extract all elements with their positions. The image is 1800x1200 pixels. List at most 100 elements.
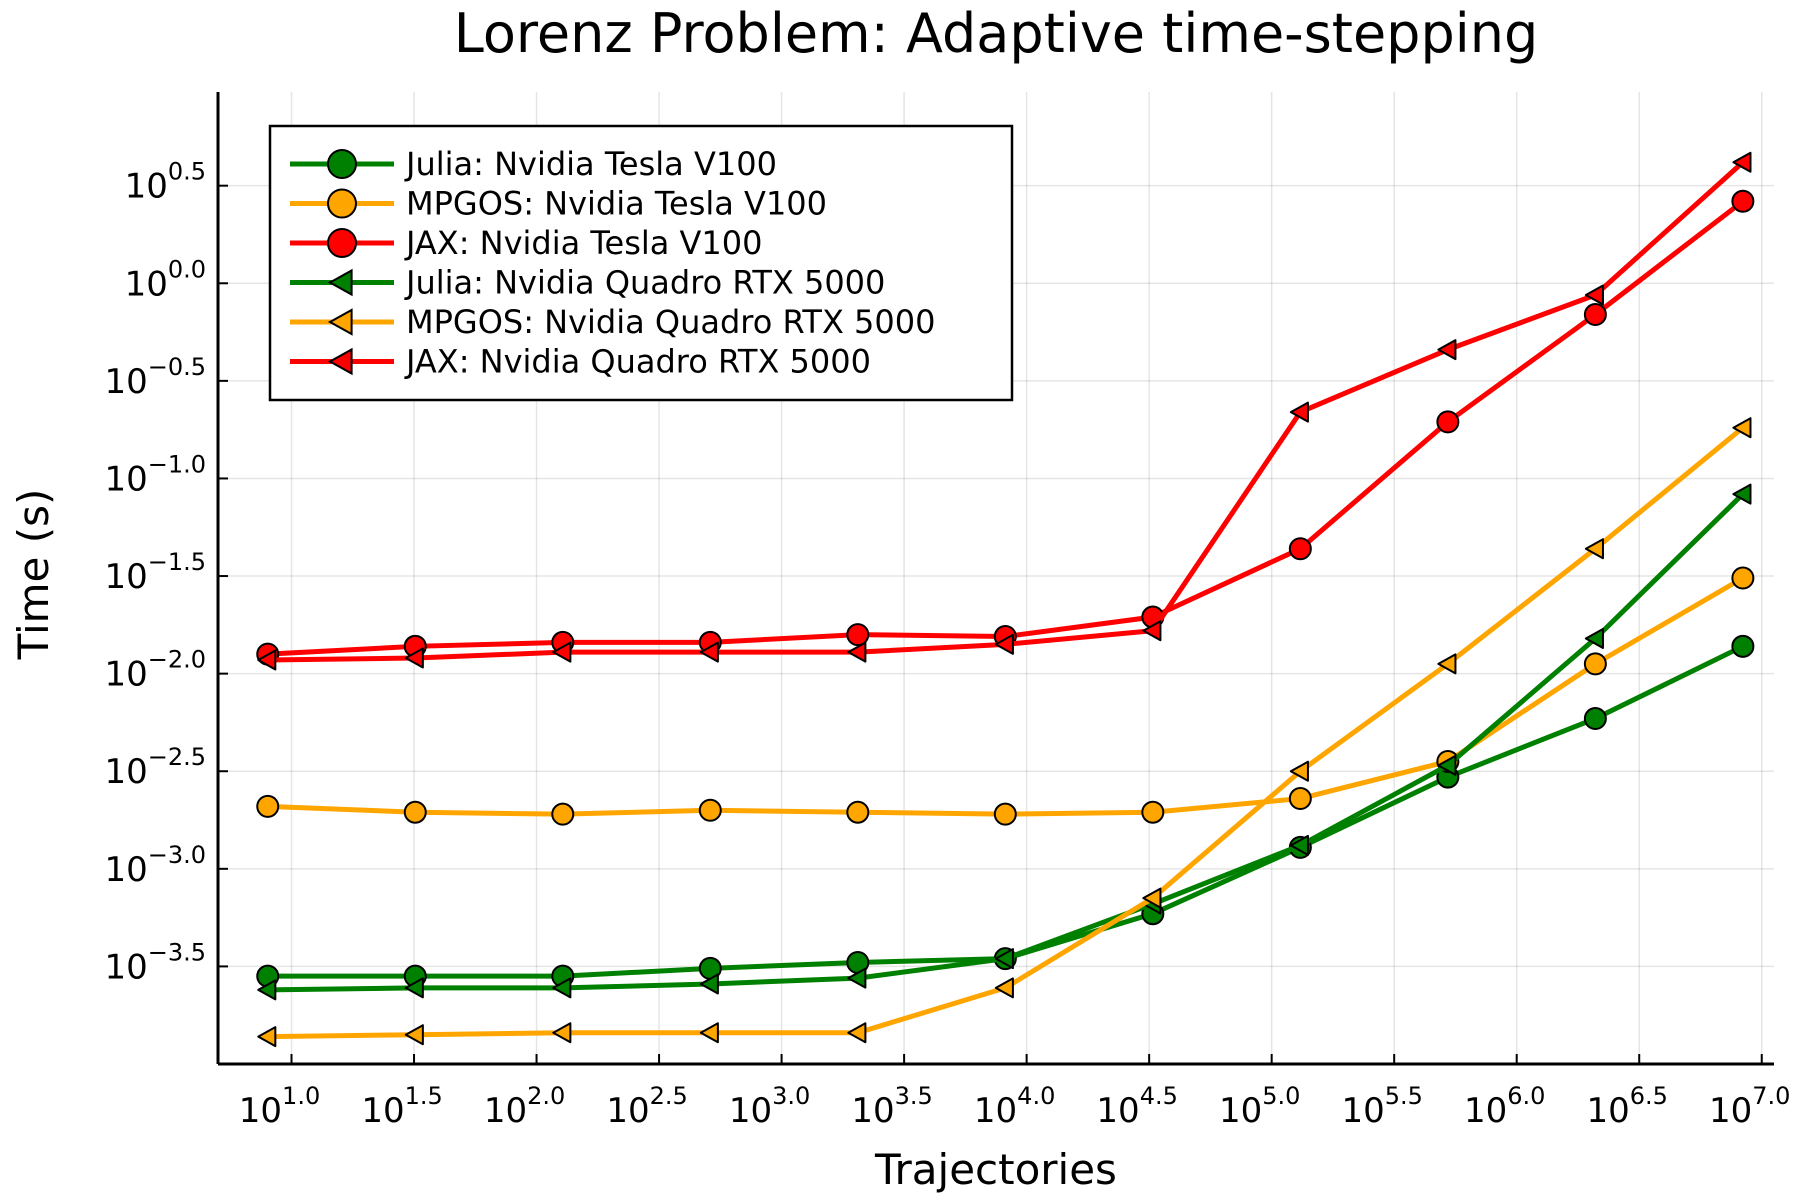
x-tick-label: 106.0 (1464, 1082, 1545, 1131)
x-tick-label: 102.0 (484, 1082, 565, 1131)
y-axis-label: Time (s) (9, 489, 58, 661)
legend-label: JAX: Nvidia Quadro RTX 5000 (404, 343, 871, 381)
y-tick-label: 10−3.5 (104, 938, 206, 987)
data-point (552, 1022, 572, 1044)
axes-frame (216, 92, 1774, 1066)
legend-marker (327, 268, 353, 297)
data-point (699, 641, 719, 663)
x-tick-label: 104.5 (1096, 1082, 1177, 1131)
x-tick-label: 103.5 (851, 1082, 932, 1131)
x-axis-label: Trajectories (874, 1145, 1117, 1194)
data-point (256, 794, 280, 818)
data-point (1584, 628, 1604, 650)
data-point (1583, 652, 1607, 676)
data-point (1288, 787, 1312, 811)
series-6 (257, 151, 1752, 671)
y-tick-label: 10−2.5 (104, 743, 206, 792)
legend-marker (327, 228, 357, 258)
legend-label: MPGOS: Nvidia Quadro RTX 5000 (406, 303, 935, 341)
data-point (1732, 151, 1752, 173)
data-point (257, 1026, 277, 1048)
y-tick-label: 10−0.5 (104, 353, 206, 402)
y-tick-label: 100.0 (125, 255, 206, 304)
data-point (1142, 887, 1162, 909)
data-point (1731, 634, 1755, 658)
x-tick-label: 105.5 (1341, 1082, 1422, 1131)
x-tick-label: 104.0 (974, 1082, 1055, 1131)
data-point (552, 977, 572, 999)
data-point (403, 800, 427, 824)
y-tick-label: 10−1.5 (104, 548, 206, 597)
series-5 (257, 417, 1752, 1048)
data-point (699, 1022, 719, 1044)
data-point (1584, 284, 1604, 306)
legend-marker (327, 308, 353, 336)
data-point (994, 948, 1014, 970)
data-point (699, 973, 719, 995)
legend-item: MPGOS: Nvidia Quadro RTX 5000 (290, 303, 935, 341)
data-point (1289, 760, 1309, 782)
data-point (1289, 401, 1309, 423)
legend-label: Julia: Nvidia Quadro RTX 5000 (404, 264, 885, 302)
legend-item: JAX: Nvidia Tesla V100 (290, 224, 763, 262)
data-point (404, 1024, 424, 1046)
data-point (846, 623, 870, 647)
legend-label: MPGOS: Nvidia Tesla V100 (406, 185, 827, 223)
data-point (552, 641, 572, 663)
legend-label: Julia: Nvidia Tesla V100 (404, 145, 777, 183)
legend-item: Julia: Nvidia Quadro RTX 5000 (290, 264, 885, 302)
data-point (1437, 339, 1457, 361)
data-point (1436, 410, 1460, 434)
legend-marker (327, 188, 357, 219)
data-point (1731, 566, 1755, 590)
data-point (257, 649, 277, 671)
x-tick-label: 106.5 (1587, 1082, 1668, 1131)
legend-item: Julia: Nvidia Tesla V100 (290, 145, 777, 183)
data-point (404, 647, 424, 669)
x-tick-label: 107.0 (1709, 1082, 1790, 1131)
series-4 (257, 483, 1752, 1001)
series-layer (256, 151, 1755, 1048)
data-point (1731, 189, 1755, 213)
data-point (994, 977, 1014, 999)
y-tick-label: 10−1.0 (104, 450, 206, 499)
data-point (1583, 303, 1607, 327)
data-point (1142, 620, 1162, 642)
series-line (265, 491, 1746, 993)
data-point (847, 1022, 867, 1044)
data-point (847, 967, 867, 989)
data-point (993, 802, 1017, 826)
series-2 (256, 566, 1755, 826)
legend-marker (327, 347, 353, 376)
data-point (1732, 483, 1752, 505)
data-point (1141, 800, 1165, 824)
data-point (994, 633, 1014, 655)
x-tick-label: 103.0 (729, 1082, 810, 1131)
x-tick-label: 102.5 (606, 1082, 687, 1131)
data-point (847, 641, 867, 663)
legend-item: MPGOS: Nvidia Tesla V100 (290, 185, 827, 223)
data-point (846, 800, 870, 824)
legend-item: JAX: Nvidia Quadro RTX 5000 (290, 343, 871, 381)
legend-label: JAX: Nvidia Tesla V100 (404, 224, 763, 262)
data-point (1437, 653, 1457, 675)
data-point (404, 977, 424, 999)
y-tick-label: 10−3.0 (104, 841, 206, 890)
data-point (257, 979, 277, 1001)
x-tick-label: 101.0 (239, 1082, 320, 1131)
y-tick-label: 100.5 (125, 158, 206, 207)
series-line (265, 425, 1746, 1040)
data-point (551, 802, 575, 826)
data-point (1288, 537, 1312, 561)
data-point (1437, 754, 1457, 776)
data-point (1583, 707, 1607, 731)
data-point (1289, 834, 1309, 856)
data-point (1584, 538, 1604, 560)
x-tick-label: 101.5 (361, 1082, 442, 1131)
data-point (1732, 417, 1752, 439)
legend-box (268, 124, 1014, 402)
data-point (698, 798, 722, 822)
chart-title: Lorenz Problem: Adaptive time-stepping (454, 2, 1539, 65)
